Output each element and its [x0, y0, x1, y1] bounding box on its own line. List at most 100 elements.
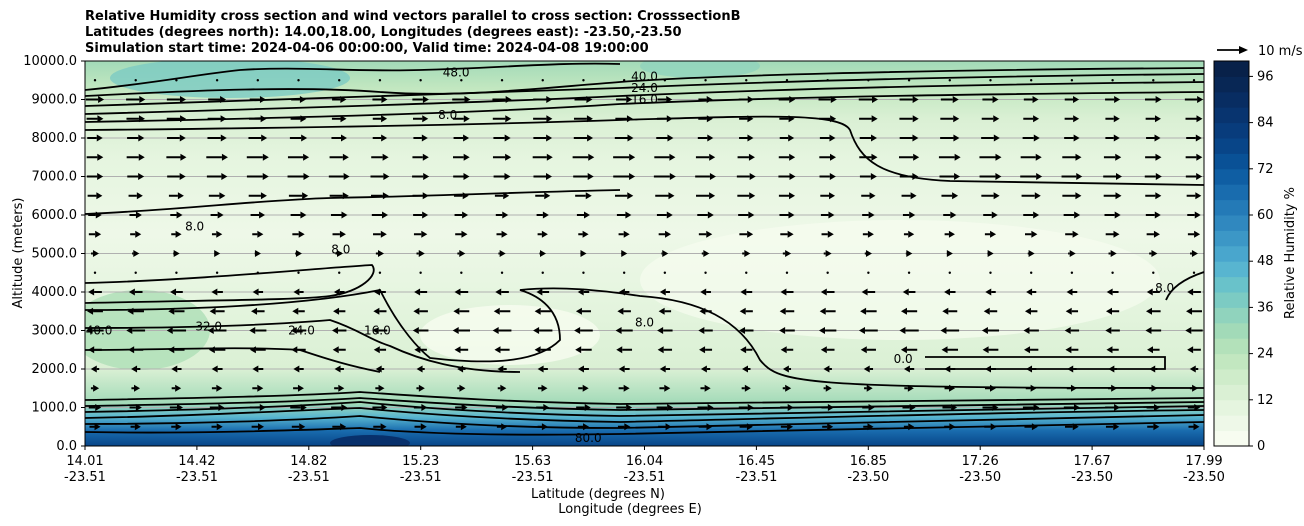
- wind-arrow-head: [504, 173, 511, 180]
- wind-arrow-head: [179, 134, 186, 142]
- wind-arrow: [1145, 327, 1162, 334]
- wind-arrow-head: [219, 192, 226, 200]
- wind-arrow: [899, 115, 919, 123]
- wind-arrow: [500, 271, 504, 274]
- wind-arrow-head: [422, 115, 429, 123]
- wind-arrow: [739, 115, 754, 123]
- wind-arrow-head: [1113, 134, 1120, 142]
- wind-arrow-head: [418, 250, 425, 257]
- wind-arrow: [250, 211, 266, 219]
- wind-arrow: [984, 384, 996, 392]
- wind-arrow-head: [542, 211, 549, 219]
- wind-arrow: [331, 115, 347, 123]
- x-tick-label-lon: -23.51: [176, 470, 218, 485]
- wind-arrow-head: [866, 384, 873, 392]
- wind-arrow: [780, 423, 794, 431]
- wind-arrow: [330, 211, 348, 219]
- wind-arrow: [1066, 384, 1077, 392]
- wind-arrow: [370, 192, 389, 200]
- wind-arrow: [492, 153, 512, 161]
- wind-arrow-head: [779, 327, 786, 334]
- wind-arrow-head: [629, 153, 636, 161]
- wind-arrow: [86, 327, 104, 334]
- wind-arrow-head: [825, 250, 832, 257]
- wind-arrow: [983, 307, 998, 315]
- wind-arrow-head: [953, 134, 960, 142]
- wind-arrow-head: [865, 250, 872, 257]
- wind-arrow-head: [747, 115, 754, 123]
- wind-arrow-head: [746, 423, 753, 431]
- colorbar-segment: [1214, 384, 1249, 401]
- wind-arrow: [297, 79, 300, 82]
- contour-label: 8.0: [1155, 281, 1174, 295]
- wind-arrow: [900, 346, 918, 354]
- wind-arrow-head: [785, 384, 792, 392]
- wind-arrow: [1105, 423, 1120, 431]
- wind-arrow-head: [421, 404, 428, 411]
- wind-arrow: [129, 404, 142, 411]
- contour-label: 8.0: [438, 108, 457, 122]
- wind-arrow-head: [699, 346, 706, 354]
- wind-arrow: [1145, 115, 1161, 123]
- wind-arrow: [132, 250, 140, 257]
- wind-arrow-head: [748, 153, 755, 161]
- wind-arrow: [413, 211, 429, 219]
- wind-arrow-head: [820, 346, 827, 354]
- wind-arrow-head: [659, 365, 666, 373]
- wind-arrow: [1024, 230, 1038, 238]
- wind-arrow: [984, 423, 997, 431]
- wind-arrow: [1105, 327, 1120, 334]
- wind-arrow-head: [423, 173, 430, 180]
- wind-arrow: [167, 134, 186, 142]
- wind-arrow-head: [126, 327, 133, 334]
- wind-arrow: [533, 115, 553, 123]
- wind-arrow: [171, 365, 182, 373]
- wind-arrow-head: [949, 384, 956, 392]
- wind-arrow-head: [218, 404, 225, 411]
- wind-arrow-head: [303, 173, 310, 180]
- wind-arrow-head: [1024, 307, 1031, 315]
- wind-arrow-head: [575, 307, 582, 315]
- wind-arrow: [939, 173, 961, 180]
- wind-arrow-head: [332, 346, 339, 354]
- wind-arrow-head: [127, 307, 134, 315]
- wind-arrow-head: [459, 384, 466, 392]
- x-tick-label-lat: 16.04: [626, 454, 663, 469]
- wind-arrow-head: [585, 192, 592, 200]
- wind-arrow: [207, 327, 227, 334]
- wind-arrow: [335, 250, 343, 257]
- x-tick-label-lon: -23.50: [1071, 470, 1113, 485]
- wind-arrow: [940, 327, 960, 334]
- wind-arrow: [88, 211, 102, 219]
- wind-arrow: [1022, 404, 1040, 411]
- wind-arrow-head: [941, 346, 948, 354]
- wind-arrow: [575, 192, 592, 200]
- wind-arrow-head: [1106, 288, 1113, 296]
- wind-arrow-head: [135, 230, 142, 238]
- wind-arrow: [616, 404, 633, 411]
- wind-arrow-head: [333, 307, 340, 315]
- wind-arrow-head: [260, 115, 267, 123]
- wind-arrow-head: [495, 288, 502, 296]
- wind-arrow: [785, 271, 789, 274]
- wind-arrow: [663, 79, 667, 82]
- wind-arrow-head: [699, 307, 706, 315]
- wind-arrow-head: [1065, 307, 1072, 315]
- wind-arrow-head: [954, 153, 961, 161]
- wind-arrow: [780, 230, 794, 238]
- wind-arrow: [778, 173, 796, 180]
- wind-arrow: [704, 271, 707, 274]
- wind-arrow-head: [380, 230, 387, 238]
- wind-arrow-head: [1195, 192, 1202, 200]
- wind-arrow: [1105, 96, 1121, 103]
- wind-arrow-head: [989, 384, 996, 392]
- wind-arrow-head: [739, 327, 746, 334]
- wind-arrow-head: [381, 115, 388, 123]
- wind-arrow: [1064, 423, 1079, 431]
- wind-arrow: [128, 192, 143, 200]
- wind-arrow: [578, 230, 589, 238]
- wind-arrow-head: [787, 404, 794, 411]
- wind-arrow: [373, 230, 387, 238]
- wind-arrow-head: [262, 153, 269, 161]
- wind-arrow: [210, 211, 224, 219]
